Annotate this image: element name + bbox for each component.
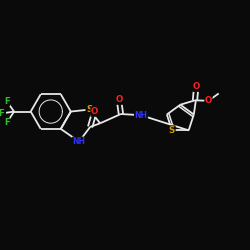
Text: F: F xyxy=(0,109,4,118)
Text: O: O xyxy=(205,96,212,105)
Text: S: S xyxy=(169,126,175,135)
Text: F: F xyxy=(4,118,10,127)
Text: O: O xyxy=(192,82,200,91)
Text: S: S xyxy=(86,105,92,114)
Text: O: O xyxy=(91,107,98,116)
Text: NH: NH xyxy=(72,137,86,146)
Text: O: O xyxy=(115,95,122,104)
Text: NH: NH xyxy=(134,111,147,120)
Text: F: F xyxy=(4,97,10,106)
